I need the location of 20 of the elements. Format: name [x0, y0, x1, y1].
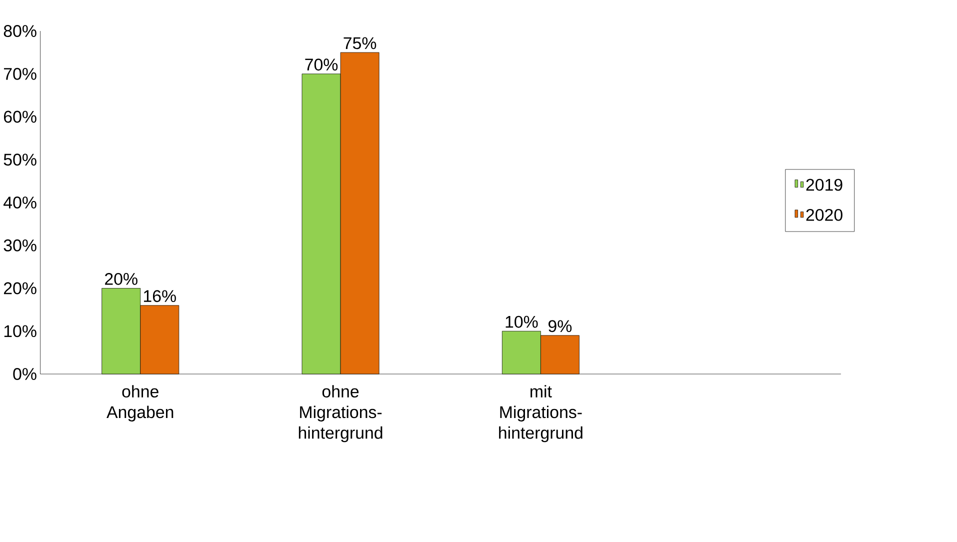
x-tick-label: mit Migrations-hintergrund [499, 384, 582, 442]
data-label: 10% [506, 316, 538, 328]
y-tick-label: 20% [4, 282, 36, 294]
y-tick-label: 70% [4, 68, 36, 80]
data-label: 70% [305, 58, 338, 70]
y-tick-label: 40% [4, 196, 36, 208]
y-tick-label: 80% [4, 24, 36, 37]
data-label: 20% [105, 272, 138, 285]
y-tick-label: 30% [4, 239, 36, 252]
legend-label: 2019 [806, 178, 842, 191]
y-tick-label: 60% [4, 110, 36, 123]
data-label: 16% [144, 290, 176, 302]
legend-label: 2020 [806, 208, 842, 221]
y-tick-label: 50% [4, 154, 36, 166]
y-tick-label: 10% [4, 325, 36, 338]
y-tick-label: 0% [13, 368, 36, 380]
data-label: 9% [548, 320, 572, 332]
x-tick-label: ohne Angaben [106, 384, 174, 422]
data-label: 75% [344, 37, 376, 50]
x-tick-label: ohne Migrations-hintergrund [298, 384, 382, 442]
